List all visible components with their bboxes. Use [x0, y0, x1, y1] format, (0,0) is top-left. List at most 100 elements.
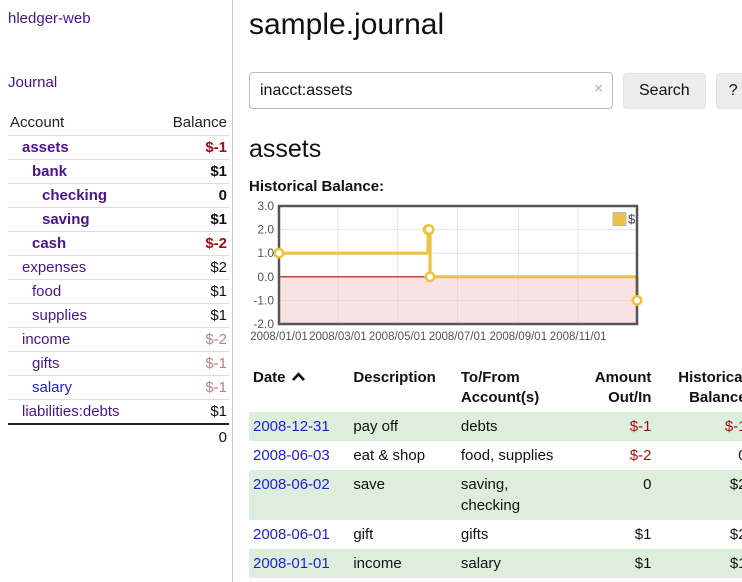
- description-cell: gift: [353, 525, 374, 543]
- accounts-header-row: Account Balance: [8, 110, 229, 136]
- date-link[interactable]: 2008-06-01: [253, 525, 330, 543]
- description-cell: eat & shop: [353, 446, 426, 464]
- date-link[interactable]: 2008-06-02: [253, 475, 330, 493]
- account-balance: $-2: [154, 231, 229, 256]
- account-link[interactable]: assets: [22, 139, 69, 156]
- account-link[interactable]: food: [32, 283, 62, 300]
- search-button[interactable]: Search: [623, 72, 706, 109]
- date-column-header[interactable]: Date: [249, 365, 349, 412]
- account-balance: $2: [154, 255, 229, 280]
- account-name-cell: checking: [8, 183, 155, 208]
- svg-text:2008/03/01: 2008/03/01: [309, 331, 367, 343]
- balance-column-header: Historical Balance: [678, 369, 742, 407]
- table-row: 2008-06-02 save saving, checking 0 $2: [249, 469, 742, 520]
- search-input-wrap: ×: [249, 72, 613, 109]
- account-balance: $1: [154, 279, 229, 304]
- accounts-total-row: 0: [8, 423, 229, 450]
- account-row: food $1: [8, 279, 229, 304]
- register-table: Date Description To/From Account(s) Amou…: [249, 365, 742, 578]
- table-row: 2008-01-01 income salary $1 $1: [249, 548, 742, 578]
- accounts-table: Account Balance assets $-1 bank $1 check…: [8, 110, 229, 450]
- accounts-cell: saving, checking: [460, 475, 521, 514]
- balance-cell: $2: [729, 525, 742, 543]
- register-header-row: Date Description To/From Account(s) Amou…: [249, 365, 742, 412]
- account-name-cell: salary: [8, 375, 155, 400]
- date-link[interactable]: 2008-06-03: [253, 446, 330, 464]
- account-row: liabilities:debts $1: [8, 399, 229, 424]
- account-link[interactable]: cash: [32, 235, 67, 252]
- account-link[interactable]: liabilities:debts: [22, 403, 120, 420]
- account-row: income $-2: [8, 327, 229, 352]
- date-cell: 2008-01-01: [249, 549, 349, 578]
- account-balance: $-2: [154, 327, 229, 352]
- account-link[interactable]: saving: [42, 211, 90, 228]
- table-row: 2008-12-31 pay off debts $-1 $-1: [249, 411, 742, 441]
- account-row: saving $1: [8, 207, 229, 232]
- account-balance: $-1: [205, 139, 227, 156]
- account-link[interactable]: gifts: [32, 355, 60, 372]
- svg-text:2.0: 2.0: [257, 223, 274, 237]
- account-link[interactable]: bank: [32, 163, 68, 180]
- account-balance: 0: [154, 183, 229, 208]
- svg-text:$: $: [628, 212, 636, 227]
- amount-cell: 0: [643, 475, 652, 493]
- page-title: sample.journal: [249, 8, 445, 41]
- balance-cell: 0: [655, 441, 742, 470]
- clear-search-icon[interactable]: ×: [594, 80, 603, 97]
- account-name-cell: gifts: [8, 351, 155, 376]
- account-balance: $1: [154, 303, 229, 328]
- search-input[interactable]: [249, 72, 613, 109]
- amount-cell: $-2: [629, 446, 652, 464]
- brand-link[interactable]: hledger-web: [8, 10, 91, 27]
- account-name-cell: food: [8, 279, 155, 304]
- table-row: 2008-06-01 gift gifts $1 $2: [249, 520, 742, 549]
- svg-text:2008/05/01: 2008/05/01: [369, 331, 427, 343]
- svg-text:-2.0: -2.0: [253, 317, 274, 331]
- svg-text:1.0: 1.0: [257, 246, 274, 260]
- account-name-cell: supplies: [8, 303, 155, 328]
- date-link[interactable]: 2008-12-31: [253, 417, 330, 435]
- sidebar-item-journal[interactable]: Journal: [8, 74, 58, 91]
- account-name-cell: cash: [8, 231, 155, 256]
- accounts-cell: gifts: [460, 525, 489, 543]
- account-link[interactable]: supplies: [32, 307, 88, 324]
- description-column-header: Description: [353, 369, 436, 386]
- accounts-cell: food, supplies: [460, 446, 554, 464]
- balance-cell: $2: [729, 475, 742, 493]
- accounts-cell: debts: [460, 417, 498, 435]
- account-name-cell: saving: [8, 207, 155, 232]
- sort-ascending-icon: [291, 372, 305, 381]
- amount-column-header: Amount Out/In: [594, 369, 652, 407]
- account-link[interactable]: expenses: [22, 259, 87, 276]
- account-balance: $-1: [154, 351, 229, 376]
- account-balance: $-1: [154, 375, 229, 400]
- account-column-header: To/From Account(s): [460, 369, 540, 407]
- balance-cell: $1: [729, 554, 742, 572]
- account-link[interactable]: checking: [42, 187, 108, 204]
- description-cell: save: [353, 475, 385, 493]
- account-balance: $1: [154, 207, 229, 232]
- date-link[interactable]: 2008-01-01: [253, 554, 330, 572]
- account-row: expenses $2: [8, 255, 229, 280]
- svg-text:0.0: 0.0: [257, 270, 274, 284]
- account-row: bank $1: [8, 159, 229, 184]
- sidebar: hledger-web Journal Account Balance asse…: [0, 0, 233, 582]
- search-form: × Search ?: [249, 72, 742, 109]
- description-cell: income: [353, 554, 402, 572]
- accounts-total-value: 0: [154, 423, 229, 450]
- account-name-cell: liabilities:debts: [8, 399, 155, 424]
- date-header-label: Date: [253, 369, 286, 386]
- account-balance: $1: [154, 399, 229, 424]
- help-button[interactable]: ?: [715, 72, 742, 109]
- account-row: gifts $-1: [8, 351, 229, 376]
- account-link[interactable]: income: [22, 331, 71, 348]
- amount-cell: $1: [634, 525, 652, 543]
- account-name-cell: expenses: [8, 255, 155, 280]
- amount-cell: $-1: [629, 417, 652, 435]
- account-link[interactable]: salary: [32, 379, 73, 396]
- account-row: salary $-1: [8, 375, 229, 400]
- account-heading: assets: [249, 135, 322, 163]
- account-name-cell: income: [8, 327, 155, 352]
